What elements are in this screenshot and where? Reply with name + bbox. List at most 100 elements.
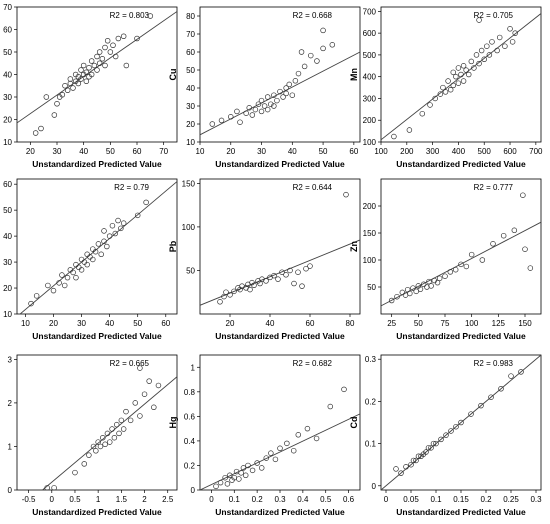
data-point [91, 62, 98, 69]
data-point [86, 64, 92, 71]
data-point [512, 30, 518, 36]
data-point [298, 49, 305, 55]
data-point [468, 58, 475, 65]
data-point [308, 52, 314, 59]
y-tick-label: 50 [367, 283, 376, 292]
data-point [112, 53, 119, 60]
data-point [67, 76, 74, 82]
data-point [272, 456, 279, 463]
data-point [258, 465, 265, 471]
data-point [80, 62, 87, 69]
data-point [33, 293, 40, 299]
y-tick-label: 20 [3, 116, 12, 125]
data-point [473, 52, 480, 58]
x-tick-label: 150 [518, 319, 532, 328]
data-point [432, 95, 438, 102]
data-point [83, 69, 90, 75]
r2-annotation: R2 = 0.803 [110, 11, 150, 20]
data-point [453, 423, 459, 430]
plot-frame [16, 6, 178, 143]
data-point [295, 269, 301, 275]
data-point [38, 125, 44, 132]
x-tick-label: 60 [161, 319, 170, 328]
data-point [423, 449, 429, 455]
x-tick-label: 50 [106, 147, 115, 156]
y-tick-label: 300 [363, 94, 377, 103]
data-point [217, 299, 223, 305]
data-point [238, 470, 244, 476]
data-point [123, 62, 130, 69]
data-point [257, 280, 263, 287]
data-point [258, 108, 265, 115]
data-point [81, 461, 87, 467]
y-tick-label: 600 [363, 29, 377, 38]
data-point [413, 288, 419, 295]
x-tick-label: 40 [79, 147, 88, 156]
x-tick-label: 50 [319, 147, 328, 156]
data-point [283, 85, 289, 91]
y-tick-label: 0 [372, 482, 377, 491]
x-axis-label: Unstandardized Predicted Value [396, 159, 526, 169]
data-point [407, 290, 413, 297]
data-point [227, 292, 233, 298]
data-point [486, 52, 493, 58]
data-point [438, 436, 444, 443]
y-tick-label: 1 [191, 363, 196, 372]
data-point [99, 55, 106, 62]
data-point [118, 417, 125, 424]
data-point [237, 119, 243, 125]
data-point [101, 228, 107, 234]
data-point [51, 112, 58, 118]
y-tick-label: 30 [3, 93, 12, 102]
x-tick-label: 10 [196, 147, 205, 156]
data-point [447, 86, 454, 93]
data-point [213, 483, 219, 490]
data-point [78, 267, 85, 273]
data-point [44, 485, 50, 490]
x-tick-label: 30 [53, 147, 62, 156]
data-point [51, 485, 57, 490]
data-point [268, 101, 274, 107]
data-point [419, 110, 426, 117]
data-point [320, 45, 326, 52]
data-point [415, 453, 422, 460]
y-tick-label: 50 [186, 66, 195, 75]
y-tick-label: 1 [8, 442, 13, 451]
data-point [70, 85, 76, 91]
data-point [303, 265, 309, 272]
data-point [222, 474, 228, 481]
data-point [460, 78, 467, 84]
x-tick-label: 2 [142, 495, 147, 504]
y-tick-label: 700 [363, 7, 377, 16]
x-tick-label: 0 [209, 495, 214, 504]
x-tick-label: 30 [257, 147, 266, 156]
fit-line [17, 11, 177, 124]
x-tick-label: 70 [159, 147, 168, 156]
y-tick-label: 70 [186, 30, 195, 39]
y-axis-label: Pb [168, 240, 178, 252]
data-point [50, 287, 57, 294]
data-point [115, 35, 122, 42]
data-point [277, 88, 283, 95]
data-point [73, 274, 79, 281]
y-tick-label: 0.2 [184, 461, 196, 470]
data-point [393, 466, 399, 472]
data-point [110, 42, 116, 48]
scatter-panel-cd: 0 0.05 0.1 0.15 0.2 0.25 0.3 0 0.1 0.2 0.3 R2 = 0.9… [349, 354, 542, 517]
data-point [123, 408, 129, 415]
scatter-panel-cr: 20 30 40 50 60 70 10 20 30 40 50 60 70 R2 = 0.803 Unst… [3, 3, 178, 169]
x-tick-label: 700 [529, 147, 543, 156]
data-point [93, 448, 99, 454]
x-axis-label: Unstandardized Predicted Value [215, 159, 345, 169]
scatter-panel-as: -0.5 0 0.5 1 1.5 2 2.5 0 1 2 3 R2 = 0.665 Unstandard… [8, 354, 178, 517]
data-point [111, 434, 118, 441]
data-point [107, 439, 113, 445]
data-point [263, 278, 269, 284]
data-point [245, 462, 251, 469]
data-point [417, 286, 424, 292]
plot-frame [16, 178, 178, 315]
scatter-panel-cu: 10 20 30 40 50 60 10 20 30 40 50 60 70 80 R2 = 0.668 Un… [168, 6, 361, 169]
data-point [403, 464, 409, 470]
y-tick-label: 40 [3, 71, 12, 80]
scatter-panel-pb: 20 40 60 80 50 100 150 R2 = 0.644 Unstandardized… [168, 178, 361, 341]
